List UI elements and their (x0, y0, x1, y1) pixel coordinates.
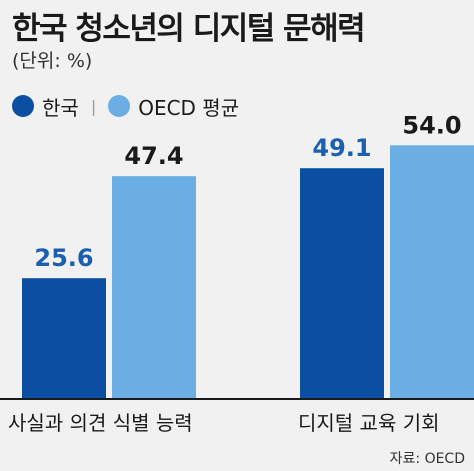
legend: 한국 | OECD 평균 (12, 92, 239, 120)
legend-swatch-korea (12, 95, 34, 117)
data-label-oecd-0: 47.4 (124, 142, 183, 170)
source-note: 자료: OECD (389, 451, 465, 467)
category-label-0: 사실과 의견 식별 능력 (8, 411, 193, 435)
data-label-oecd-1: 54.0 (402, 111, 461, 139)
bar-korea-1 (300, 168, 384, 398)
bar-oecd-0 (112, 176, 196, 398)
bar-korea-0 (22, 278, 106, 398)
category-label-1: 디지털 교육 기회 (298, 411, 440, 435)
legend-label-korea: 한국 (42, 95, 79, 120)
bar-oecd-1 (390, 145, 474, 398)
data-label-korea-0: 25.6 (34, 244, 93, 272)
unit-label: (단위: %) (12, 50, 93, 72)
chart-title: 한국 청소년의 디지털 문해력 (12, 11, 366, 47)
data-label-korea-1: 49.1 (312, 134, 371, 162)
legend-separator: | (90, 96, 97, 116)
legend-label-oecd: OECD 평균 (138, 95, 240, 120)
legend-swatch-oecd (108, 95, 131, 117)
